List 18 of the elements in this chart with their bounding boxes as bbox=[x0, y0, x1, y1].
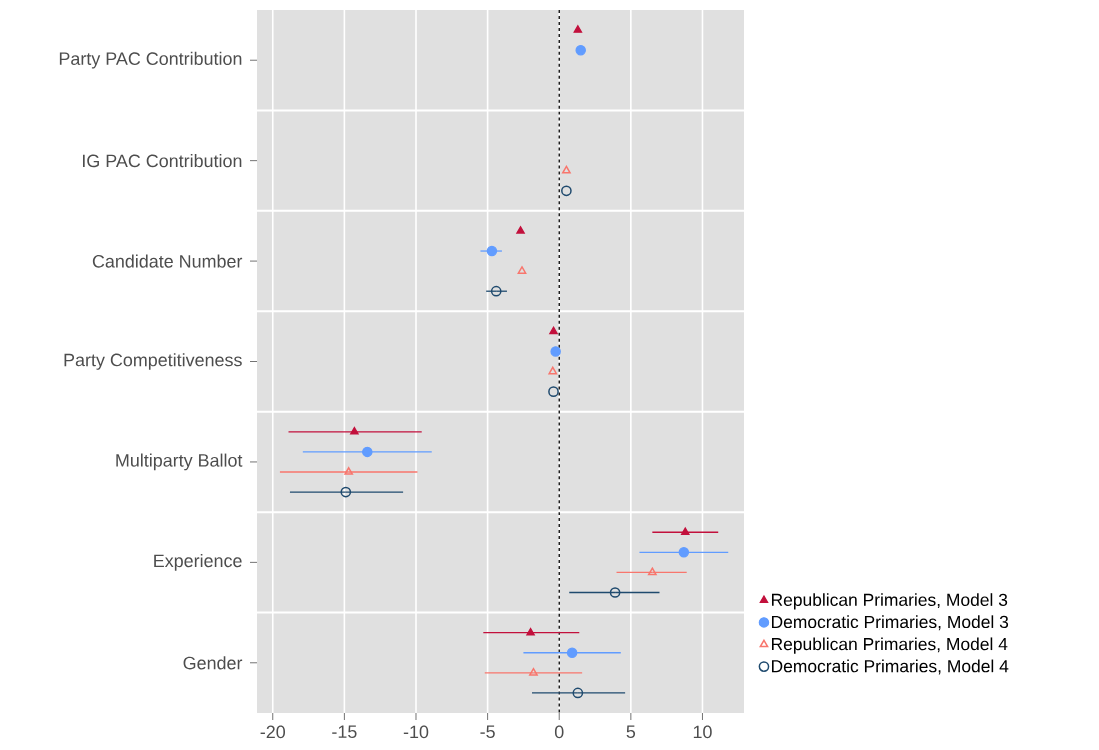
legend-label: Democratic Primaries, Model 4 bbox=[771, 659, 1009, 675]
y-tick-label: Candidate Number bbox=[92, 254, 243, 268]
x-tick-label: -20 bbox=[260, 725, 286, 739]
y-tick-label: Multiparty Ballot bbox=[116, 453, 243, 471]
legend-label: Democratic Primaries, Model 3 bbox=[771, 615, 1009, 631]
legend-label: Republican Primaries, Model 4 bbox=[771, 637, 1008, 654]
y-tick-label: IG PAC Contribution bbox=[83, 154, 242, 168]
x-tick-label: -5 bbox=[480, 725, 495, 739]
x-tick-label: -15 bbox=[332, 725, 357, 739]
y-tick-label: Experience bbox=[154, 554, 242, 571]
y-tick-label: Party Competitiveness bbox=[64, 353, 242, 370]
x-tick-label: 0 bbox=[554, 725, 564, 739]
x-tick-label: 10 bbox=[693, 725, 712, 739]
y-tick-label: Gender bbox=[183, 656, 243, 670]
y-tick-label: Party PAC Contribution bbox=[59, 51, 242, 69]
legend-label: Republican Primaries, Model 3 bbox=[771, 593, 1008, 610]
x-tick-label: -10 bbox=[403, 725, 429, 739]
x-tick-label: 5 bbox=[626, 725, 636, 739]
